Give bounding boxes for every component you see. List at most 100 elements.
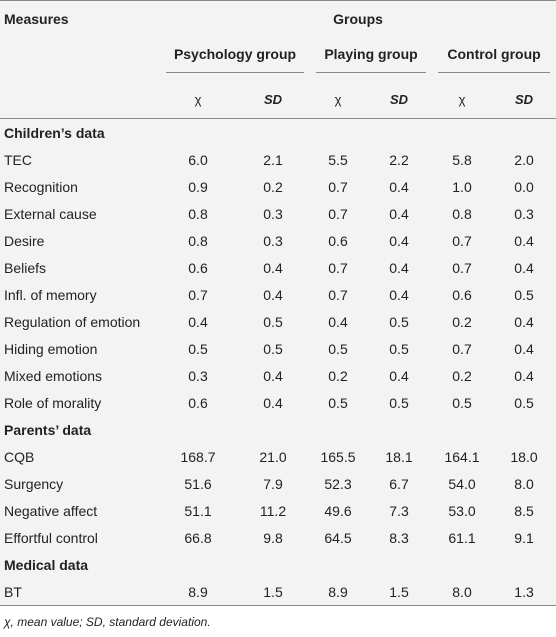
cell-value: 165.5: [320, 448, 356, 465]
cell-value: 54.0: [448, 475, 476, 492]
cell-value: 0.6: [188, 394, 208, 411]
cell-value: 0.3: [188, 367, 208, 384]
cell-value: 18.0: [510, 448, 538, 465]
cell-value: 0.7: [328, 205, 348, 222]
data-row: Desire 0.8 0.3 0.6 0.4 0.7 0.4: [0, 227, 556, 254]
cell-value: 1.3: [492, 578, 556, 606]
data-row: Recognition 0.9 0.2 0.7 0.4 1.0 0.0: [0, 173, 556, 200]
stat-label: χ: [310, 81, 366, 119]
measure-name: Hiding emotion: [4, 340, 98, 357]
measure-name: CQB: [4, 448, 35, 465]
cell-value: 0.3: [263, 232, 283, 249]
cell-value: 0.7: [188, 286, 208, 303]
cell-value: 0.0: [514, 178, 534, 195]
cell-value: 18.1: [385, 448, 413, 465]
cell-value: 1.5: [366, 578, 432, 606]
group-header: Playing group: [310, 37, 432, 81]
group-name: Psychology group: [166, 46, 304, 73]
section-row: Medical data: [0, 551, 556, 578]
cell-value: 0.8: [452, 205, 472, 222]
cell-value: 0.7: [452, 232, 472, 249]
cell-value: 2.2: [389, 151, 409, 168]
cell-value: 0.7: [452, 340, 472, 357]
stat-label: χ: [160, 81, 236, 119]
cell-value: 6.0: [188, 151, 208, 168]
cell-value: 0.8: [188, 232, 208, 249]
group-header: Psychology group: [160, 37, 310, 81]
cell-value: 8.3: [389, 529, 409, 546]
table-area: Measures Groups Psychology group Playing …: [0, 0, 556, 606]
cell-value: 6.7: [389, 475, 409, 492]
cell-value: 0.7: [328, 178, 348, 195]
cell-value: 0.4: [389, 259, 409, 276]
data-row: Beliefs 0.6 0.4 0.7 0.4 0.7 0.4: [0, 254, 556, 281]
cell-value: 7.9: [263, 475, 283, 492]
cell-value: 0.5: [389, 340, 409, 357]
data-row: Regulation of emotion 0.4 0.5 0.4 0.5 0.2 0.4: [0, 308, 556, 335]
cell-value: 66.8: [184, 529, 212, 546]
group-row: Psychology group Playing group Control gro…: [0, 37, 556, 81]
measure-name: Effortful control: [4, 529, 98, 546]
cell-value: 9.1: [514, 529, 534, 546]
cell-value: 0.5: [263, 340, 283, 357]
cell-value: 51.1: [184, 502, 212, 519]
measure-name: Recognition: [4, 178, 78, 195]
data-row: External cause 0.8 0.3 0.7 0.4 0.8 0.3: [0, 200, 556, 227]
measure-name: External cause: [4, 205, 97, 222]
cell-value: 0.4: [389, 205, 409, 222]
cell-value: 0.6: [328, 232, 348, 249]
cell-value: 0.2: [263, 178, 283, 195]
cell-value: 49.6: [324, 502, 352, 519]
cell-value: 0.5: [452, 394, 472, 411]
stat-row: χ SD χ SD χ SD: [0, 81, 556, 119]
cell-value: 0.2: [328, 367, 348, 384]
data-row: Infl. of memory 0.7 0.4 0.7 0.4 0.6 0.5: [0, 281, 556, 308]
data-row: Effortful control 66.8 9.8 64.5 8.3 61.1 9.1: [0, 524, 556, 551]
data-row: Negative affect 51.1 11.2 49.6 7.3 53.0 8.5: [0, 497, 556, 524]
cell-value: 168.7: [180, 448, 216, 465]
footnote: χ, mean value; SD, standard deviation.: [4, 615, 211, 629]
cell-value: 8.9: [310, 578, 366, 606]
measure-name: TEC: [4, 151, 32, 168]
cell-value: 0.5: [188, 340, 208, 357]
stat-label: χ: [432, 81, 492, 119]
cell-value: 0.7: [328, 286, 348, 303]
cell-value: 0.3: [263, 205, 283, 222]
cell-value: 0.4: [514, 313, 534, 330]
cell-value: 0.5: [389, 313, 409, 330]
cell-value: 0.4: [188, 313, 208, 330]
cell-value: 0.4: [514, 259, 534, 276]
data-row: Role of morality 0.6 0.4 0.5 0.5 0.5 0.5: [0, 389, 556, 416]
data-row: TEC 6.0 2.1 5.5 2.2 5.8 2.0: [0, 146, 556, 173]
data-row: Surgency 51.6 7.9 52.3 6.7 54.0 8.0: [0, 470, 556, 497]
cell-value: 7.3: [389, 502, 409, 519]
measure-name: Negative affect: [4, 502, 98, 519]
cell-value: 0.7: [328, 259, 348, 276]
cell-value: 1.5: [236, 578, 310, 606]
stat-label: SD: [366, 81, 432, 119]
cell-value: 0.4: [263, 286, 283, 303]
cell-value: 64.5: [324, 529, 352, 546]
table-body: Children’s data TEC 6.0 2.1 5.5 2.2 5.8 2.0 Reco…: [0, 119, 556, 606]
cell-value: 8.9: [160, 578, 236, 606]
measure-name: Role of morality: [4, 394, 102, 411]
data-row: Mixed emotions 0.3 0.4 0.2 0.4 0.2 0.4: [0, 362, 556, 389]
cell-value: 2.1: [263, 151, 283, 168]
cell-value: 0.4: [514, 232, 534, 249]
cell-value: 0.4: [263, 367, 283, 384]
cell-value: 0.4: [389, 232, 409, 249]
cell-value: 11.2: [259, 502, 287, 519]
measure-name: Infl. of memory: [4, 286, 97, 303]
stat-label: SD: [492, 81, 556, 119]
header-row: Measures Groups: [0, 0, 556, 37]
section-title: Medical data: [4, 556, 89, 573]
section-title: Children’s data: [4, 124, 105, 141]
measures-header: Measures: [0, 0, 160, 37]
cell-value: 0.8: [188, 205, 208, 222]
groups-header: Groups: [160, 0, 556, 37]
cell-value: 0.2: [452, 367, 472, 384]
cell-value: 0.4: [328, 313, 348, 330]
cell-value: 61.1: [448, 529, 476, 546]
cell-value: 52.3: [324, 475, 352, 492]
cell-value: 5.8: [452, 151, 472, 168]
